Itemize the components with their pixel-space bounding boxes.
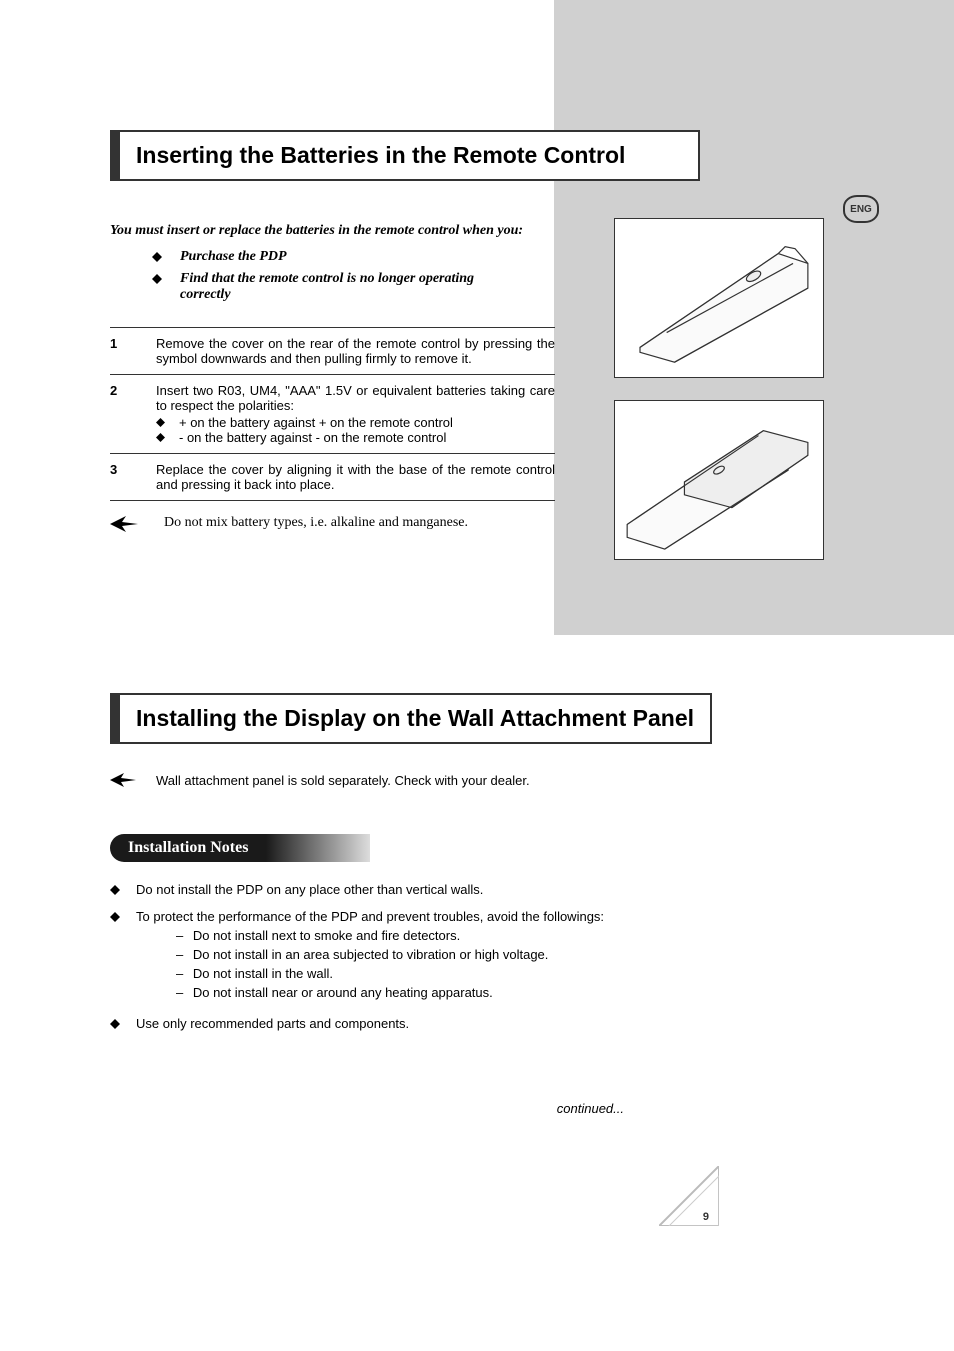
- section2-title: Installing the Display on the Wall Attac…: [110, 693, 712, 744]
- bullet-text: To protect the performance of the PDP an…: [136, 909, 604, 1004]
- separately-note: Wall attachment panel is sold separately…: [110, 772, 854, 788]
- step-number: 1: [110, 336, 156, 366]
- bullet-text: Do not install the PDP on any place othe…: [136, 882, 483, 897]
- section1-title: Inserting the Batteries in the Remote Co…: [110, 130, 700, 181]
- step-item: 2 Insert two R03, UM4, "AAA" 1.5V or equ…: [110, 374, 555, 453]
- note-text: Do not mix battery types, i.e. alkaline …: [164, 515, 468, 531]
- dash-list: Do not install next to smoke and fire de…: [136, 928, 604, 1000]
- diamond-icon: [152, 252, 162, 262]
- step-text: Replace the cover by aligning it with th…: [156, 462, 555, 492]
- step-sublist: + on the battery against + on the remote…: [156, 415, 555, 445]
- section2-bullets: Do not install the PDP on any place othe…: [110, 882, 854, 1031]
- bullet-text: Use only recommended parts and component…: [136, 1016, 409, 1031]
- section2: Installing the Display on the Wall Attac…: [110, 693, 854, 1116]
- installation-notes-header: Installation Notes: [110, 834, 370, 862]
- step-text: Insert two R03, UM4, "AAA" 1.5V or equiv…: [156, 383, 555, 445]
- dash-item: Do not install in the wall.: [176, 966, 604, 981]
- step-number: 3: [110, 462, 156, 492]
- page-content: Inserting the Batteries in the Remote Co…: [0, 0, 954, 1116]
- diamond-icon: [110, 1019, 120, 1029]
- separately-text: Wall attachment panel is sold separately…: [156, 773, 530, 788]
- dash-item: Do not install near or around any heatin…: [176, 985, 604, 1000]
- bullet-text: Find that the remote control is no longe…: [180, 271, 520, 303]
- step-number: 2: [110, 383, 156, 445]
- diamond-icon: [152, 274, 162, 284]
- bullet-text: Purchase the PDP: [180, 249, 287, 265]
- diamond-icon: [110, 912, 120, 922]
- section1-bullets: Purchase the PDP Find that the remote co…: [110, 249, 854, 303]
- dash-item: Do not install next to smoke and fire de…: [176, 928, 604, 943]
- note-row: Do not mix battery types, i.e. alkaline …: [110, 515, 854, 533]
- diamond-icon: [110, 885, 120, 895]
- step-text: Remove the cover on the rear of the remo…: [156, 336, 555, 366]
- note-arrow-icon: [110, 772, 136, 788]
- dash-item: Do not install in an area subjected to v…: [176, 947, 604, 962]
- page-number: 9: [703, 1211, 709, 1223]
- step-item: 3 Replace the cover by aligning it with …: [110, 453, 555, 501]
- diamond-icon: [156, 433, 165, 442]
- step-item: 1 Remove the cover on the rear of the re…: [110, 327, 555, 374]
- page-number-marker: 9: [659, 1166, 719, 1231]
- diamond-icon: [156, 418, 165, 427]
- continued-label: continued...: [110, 1101, 854, 1116]
- steps-list: 1 Remove the cover on the rear of the re…: [110, 327, 555, 501]
- section1-intro: You must insert or replace the batteries…: [110, 223, 540, 239]
- note-arrow-icon: [110, 515, 138, 533]
